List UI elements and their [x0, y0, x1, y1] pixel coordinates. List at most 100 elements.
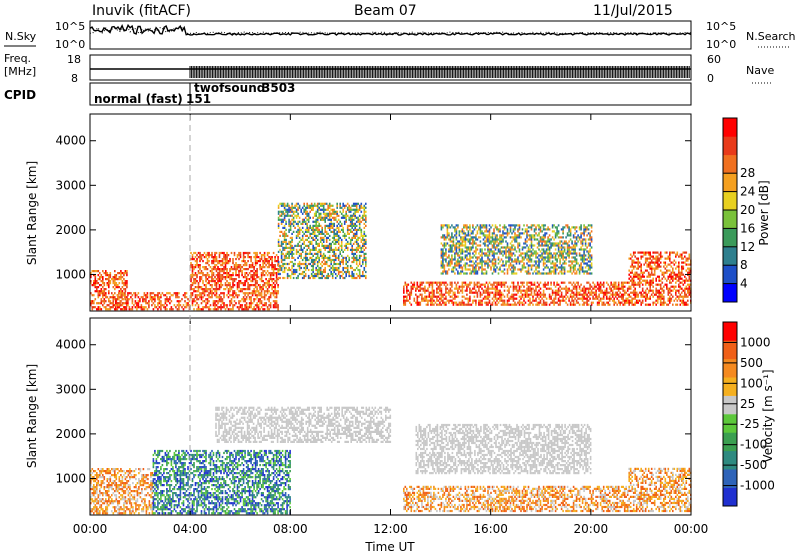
echo-cell: [491, 254, 494, 257]
echo-cell: [351, 208, 353, 211]
echo-cell: [313, 212, 316, 215]
echo-cell: [285, 240, 287, 243]
echo-cell: [245, 262, 248, 265]
echo-cell: [316, 228, 319, 231]
echo-cell: [251, 280, 254, 283]
echo-cell: [451, 301, 453, 304]
echo-cell: [469, 254, 471, 257]
echo-cell: [583, 285, 585, 288]
echo-cell: [114, 304, 116, 307]
echo-cell: [464, 256, 467, 259]
echo-cell: [578, 285, 581, 288]
echo-cell: [433, 281, 435, 284]
echo-cell: [508, 264, 510, 267]
nsearch-tick-bottom: 10^0: [706, 38, 736, 51]
nsky-series: [89, 23, 692, 36]
echo-cell: [365, 206, 367, 209]
echo-cell: [307, 204, 310, 207]
echo-cell: [233, 284, 236, 287]
echo-cell: [300, 252, 302, 255]
echo-cell: [517, 289, 519, 292]
echo-cell: [221, 278, 224, 281]
echo-cell: [593, 287, 596, 290]
echo-cell: [285, 262, 287, 266]
echo-cell: [437, 287, 440, 290]
echo-cell: [599, 283, 602, 286]
echo-cell: [485, 291, 488, 294]
echo-cell: [158, 296, 161, 299]
echo-cell: [137, 292, 140, 295]
echo-cell: [485, 244, 488, 247]
echo-cell: [208, 251, 210, 255]
echo-cell: [536, 256, 539, 259]
echo-cell: [271, 268, 273, 271]
echo-cell: [526, 272, 528, 275]
echo-cell: [94, 286, 97, 289]
echo-cell: [111, 292, 113, 295]
echo-cell: [283, 266, 286, 270]
echo-cell: [515, 236, 518, 239]
echo-cell: [448, 244, 450, 247]
echo-cell: [493, 287, 495, 290]
echo-cell: [476, 256, 479, 259]
echo-cell: [484, 254, 486, 257]
echo-cell: [457, 295, 459, 298]
echo-cell: [523, 285, 525, 288]
echo-cell: [487, 264, 489, 267]
echo-cell: [256, 306, 258, 309]
echo-cell: [119, 304, 122, 307]
echo-cell: [345, 258, 347, 262]
echo-cell: [547, 260, 549, 263]
echo-cell: [269, 304, 272, 307]
echo-cell: [351, 248, 353, 251]
echo-cell: [472, 266, 474, 269]
echo-cell: [304, 222, 307, 225]
echo-cell: [583, 297, 585, 300]
echo-cell: [139, 306, 141, 309]
echo-cell: [131, 308, 134, 311]
echo-cell: [343, 270, 346, 274]
echo-cell: [623, 299, 626, 302]
echo-cell: [467, 268, 470, 271]
echo-cell: [535, 289, 537, 292]
echo-cell: [526, 224, 528, 227]
echo-cell: [539, 287, 542, 290]
echo-cell: [184, 296, 186, 299]
echo-cell: [254, 272, 257, 275]
echo-cell: [212, 288, 215, 291]
echo-cell: [256, 256, 258, 259]
echo-cell: [105, 292, 107, 295]
echo-cell: [470, 281, 473, 284]
echo-cell: [244, 292, 246, 295]
echo-cell: [475, 234, 477, 237]
echo-cell: [461, 285, 464, 288]
echo-cell: [403, 301, 405, 304]
echo-cell: [539, 230, 542, 233]
echo-cell: [164, 308, 167, 311]
echo-cell: [336, 224, 338, 227]
echo-cell: [481, 252, 483, 255]
echo-cell: [146, 302, 149, 305]
echo-cell: [236, 306, 239, 309]
echo-cell: [288, 228, 290, 231]
echo-cell: [539, 299, 542, 302]
echo-cell: [238, 280, 240, 283]
echo-cell: [349, 248, 352, 251]
echo-cell: [476, 232, 479, 235]
echo-cell: [134, 294, 137, 297]
echo-cell: [211, 280, 213, 283]
echo-cell: [306, 252, 308, 255]
echo-cell: [538, 293, 540, 296]
echo-cell: [509, 295, 512, 298]
echo-cell: [488, 234, 491, 237]
echo-cell: [500, 270, 503, 273]
echo-cell: [580, 289, 582, 292]
echo-cell: [280, 222, 283, 225]
echo-cell: [481, 293, 483, 296]
echo-cell: [479, 236, 482, 239]
echo-cell: [312, 232, 314, 235]
echo-cell: [410, 293, 413, 296]
echo-cell: [304, 260, 307, 264]
echo-cell: [518, 248, 521, 251]
echo-cell: [538, 266, 540, 269]
